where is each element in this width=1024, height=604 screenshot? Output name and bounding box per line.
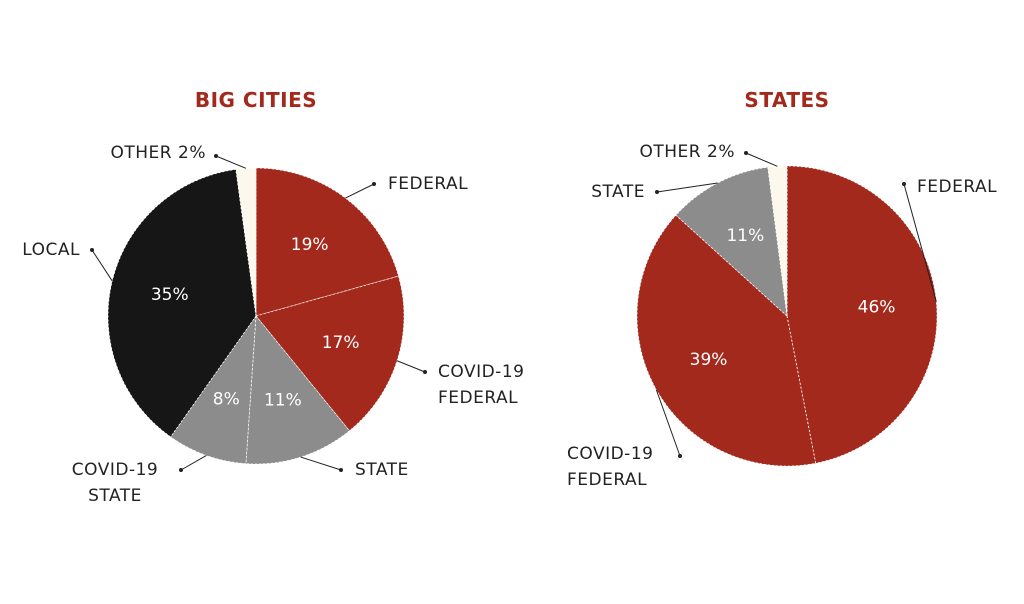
category-name: FEDERAL bbox=[917, 177, 998, 197]
chart-title: BIG CITIES bbox=[194, 88, 318, 112]
leader-line bbox=[656, 182, 718, 193]
category-name: OTHER bbox=[110, 143, 173, 163]
slice-label: LOCAL bbox=[22, 237, 80, 263]
slice-value-label: 35% bbox=[151, 285, 189, 305]
leader-line bbox=[215, 155, 247, 169]
slice-label: OTHER 2% bbox=[111, 140, 207, 166]
slice-value-label: 11% bbox=[264, 391, 302, 411]
slice-value-label: 46% bbox=[858, 297, 896, 317]
leader-line bbox=[300, 456, 342, 471]
pie-slice bbox=[767, 165, 788, 317]
slice-value-label: 17% bbox=[322, 333, 360, 353]
leader-dot bbox=[214, 154, 218, 158]
category-name: COVID-19 FEDERAL bbox=[438, 362, 525, 408]
leader-dot bbox=[678, 454, 682, 458]
slice-value-label: 2% bbox=[707, 142, 735, 162]
category-name: STATE bbox=[591, 182, 645, 202]
slice-value-label: 8% bbox=[213, 390, 240, 410]
category-name: COVID-19 STATE bbox=[71, 460, 159, 506]
category-name: COVID-19 FEDERAL bbox=[567, 444, 654, 490]
leader-dot bbox=[90, 248, 94, 252]
slice-value-label: 2% bbox=[178, 143, 206, 163]
category-name: OTHER bbox=[639, 142, 702, 162]
slice-label: STATE bbox=[355, 457, 409, 483]
chart-title: STATES bbox=[744, 88, 830, 112]
pie-slice bbox=[675, 166, 788, 318]
category-name: FEDERAL bbox=[388, 174, 469, 194]
leader-dot bbox=[179, 468, 183, 472]
pie-slice bbox=[255, 275, 405, 432]
category-name: LOCAL bbox=[22, 240, 80, 260]
slice-label: STATE bbox=[591, 179, 645, 205]
pie-slice bbox=[255, 167, 400, 317]
leader-dot bbox=[339, 468, 343, 472]
slice-label: FEDERAL bbox=[917, 174, 997, 200]
leader-line bbox=[91, 249, 113, 282]
leader-line bbox=[345, 183, 375, 199]
leader-dot bbox=[902, 182, 906, 186]
leader-line bbox=[655, 389, 681, 457]
leader-line bbox=[396, 360, 426, 373]
pie-slice bbox=[245, 314, 350, 465]
slice-label: COVID-19 FEDERAL bbox=[567, 441, 677, 493]
pie-slice bbox=[107, 168, 257, 438]
slice-label: COVID-19 FEDERAL bbox=[438, 359, 548, 411]
slice-value-label: 39% bbox=[690, 350, 728, 370]
slice-value-label: 19% bbox=[291, 235, 329, 255]
pie-slice bbox=[636, 214, 817, 467]
pie-slice bbox=[786, 165, 938, 464]
leader-dot bbox=[372, 182, 376, 186]
pie-slice bbox=[235, 167, 257, 317]
leader-line bbox=[180, 455, 207, 471]
leader-dot bbox=[423, 370, 427, 374]
leader-dot bbox=[655, 190, 659, 194]
slice-value-label: 11% bbox=[726, 226, 764, 246]
leader-line bbox=[903, 183, 937, 302]
slice-label: OTHER 2% bbox=[640, 139, 736, 165]
leader-line bbox=[745, 152, 778, 167]
leader-dot bbox=[744, 151, 748, 155]
slice-label: COVID-19 STATE bbox=[60, 457, 170, 509]
category-name: STATE bbox=[355, 460, 409, 480]
slice-label: FEDERAL bbox=[388, 171, 468, 197]
